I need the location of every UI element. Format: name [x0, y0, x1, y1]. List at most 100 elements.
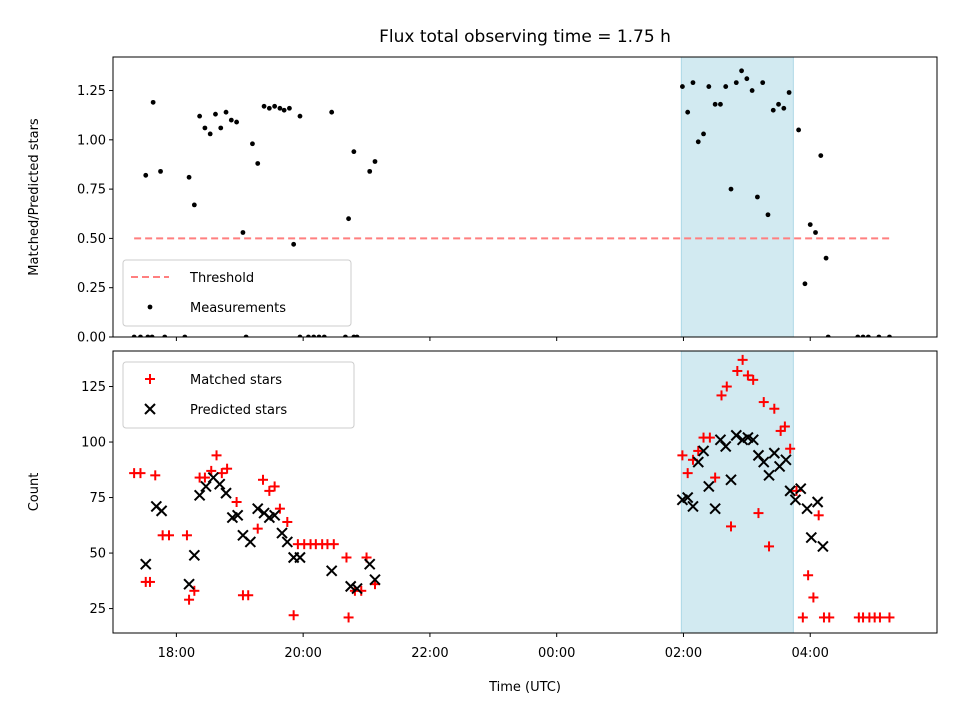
measurement-point [149, 334, 155, 337]
y-tick-label: 25 [89, 602, 106, 617]
measurement-point [131, 334, 137, 337]
x-tick-label: 20:00 [284, 646, 321, 661]
measurement-point [372, 159, 378, 164]
plot-frame [112, 350, 938, 634]
y-axis-label: Count [27, 473, 42, 512]
measurement-point [291, 241, 297, 247]
matched-star-point [779, 421, 790, 432]
measurement-point [855, 334, 861, 337]
predicted-star-point [784, 485, 796, 497]
measurement-point [191, 202, 197, 208]
legend-predicted-label: Predicted stars [190, 403, 287, 418]
measurement-point [680, 84, 685, 89]
measurement-point [281, 107, 287, 113]
predicted-star-point [244, 536, 257, 548]
measurement-point [818, 153, 824, 158]
matched-star-point [758, 397, 769, 408]
predicted-star-point [140, 558, 152, 570]
matched-star-point [243, 590, 254, 601]
measurement-point [876, 334, 882, 337]
predicted-star-point [801, 502, 813, 515]
measurement-point [343, 334, 348, 337]
x-tick-label: 04:00 [791, 646, 828, 661]
matched-star-point [135, 468, 146, 479]
measurement-point [261, 103, 267, 109]
measurement-point [240, 230, 246, 235]
predicted-star-point [252, 502, 264, 515]
measurement-point [712, 101, 718, 107]
measurement-point [860, 334, 866, 337]
predicted-star-point [681, 491, 694, 504]
predicted-star-point [276, 527, 288, 539]
matched-star-point [753, 508, 764, 519]
measurement-point [695, 139, 701, 145]
predicted-star-point [155, 505, 168, 517]
measurement-point [749, 88, 755, 93]
matched-star-point [163, 530, 174, 541]
measurement-point [297, 334, 303, 337]
measurement-point [243, 334, 249, 337]
measurement-point [865, 334, 871, 337]
measurement-point [316, 334, 322, 337]
matched-star-point [726, 521, 736, 532]
predicted-star-point [789, 494, 802, 506]
matched-star-point [716, 390, 727, 401]
measurement-point [186, 174, 192, 180]
matched-star-point [231, 496, 242, 507]
matched-star-point [764, 541, 775, 552]
matched-star-point [264, 485, 275, 496]
predicted-star-point [351, 582, 363, 595]
predicted-star-point [281, 536, 294, 548]
matched-star-point [797, 612, 808, 623]
matched-star-point [721, 381, 732, 392]
predicted-star-point [811, 496, 824, 508]
predicted-star-point [725, 474, 737, 486]
measurement-point [796, 127, 802, 133]
chart-title: Flux total observing time = 1.75 h [379, 27, 671, 47]
predicted-star-point [758, 456, 770, 468]
predicted-star-point [720, 440, 732, 453]
x-tick-label: 18:00 [158, 646, 195, 661]
measurement-point [807, 222, 813, 228]
matched-star-point [144, 576, 155, 587]
data-layer [129, 354, 895, 623]
matched-star-point [222, 463, 233, 474]
y-tick-label: 100 [81, 436, 106, 451]
measurement-point [723, 84, 729, 89]
measurement-point [145, 334, 151, 337]
legend-box [122, 259, 352, 327]
predicted-star-point [200, 480, 212, 493]
matched-star-point [874, 612, 885, 623]
y-tick-label: 0.25 [77, 281, 106, 296]
measurement-point [781, 105, 787, 111]
measurement-point [277, 105, 283, 111]
matched-star-point [693, 445, 704, 456]
measurement-point [351, 149, 357, 155]
matched-star-point [732, 365, 743, 376]
x-tick-label: 22:00 [411, 646, 448, 661]
measurement-point [786, 90, 792, 95]
matched-star-point [282, 516, 293, 527]
measurement-point [354, 334, 360, 337]
predicted-star-point [344, 580, 357, 593]
measurement-point [329, 109, 335, 115]
predicted-star-point [709, 502, 721, 515]
measurement-point [218, 125, 224, 131]
measurement-point [234, 119, 240, 125]
measurement-point [197, 113, 203, 119]
predicted-star-point [730, 429, 742, 442]
measurement-point [733, 80, 739, 86]
legend: Threshold Measurements [122, 259, 352, 327]
matched-star-point [808, 592, 819, 603]
legend-predicted-swatch [144, 403, 156, 415]
predicted-star-point [213, 478, 226, 490]
y-tick-label: 0.75 [77, 183, 106, 198]
matched-star-point [769, 403, 780, 414]
bottom-panel: 25 50 75 100 125 18:00 20:00 22:00 00:00 02:00 04:… [27, 350, 938, 661]
legend-threshold-label: Threshold [189, 271, 254, 286]
y-tick-label: 1.00 [77, 133, 106, 148]
plot-frame [112, 56, 938, 338]
matched-star-point [269, 481, 280, 492]
measurement-point [272, 103, 278, 109]
